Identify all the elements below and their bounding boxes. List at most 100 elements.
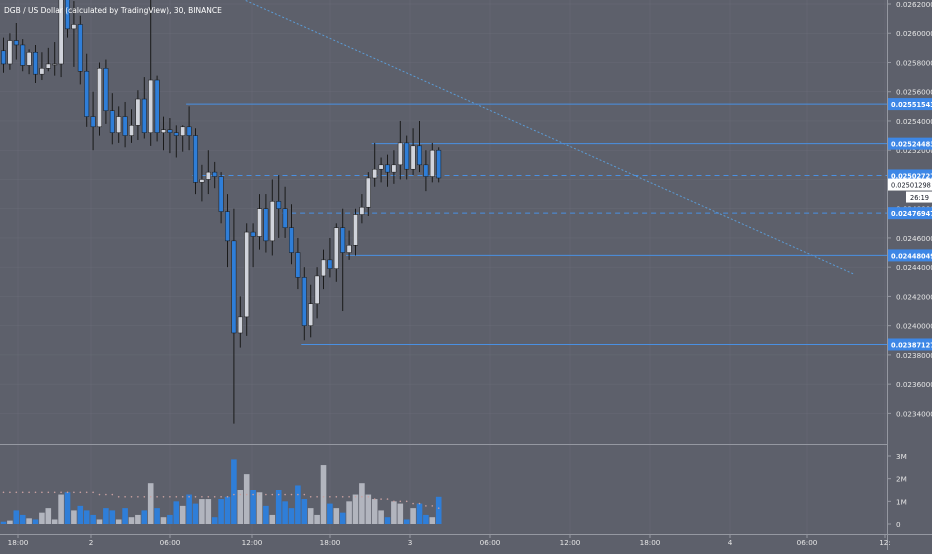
price-axis-labels[interactable]: 0.02551543 0.02524483 0.02502727 0.02476947… (888, 98, 932, 351)
volume-ma-point-18 (117, 496, 120, 498)
candle-body-61 (391, 164, 397, 173)
volume-bar-5 (32, 519, 39, 524)
last-price-label: 0.02501298 26:19 (888, 178, 932, 203)
candle-12 (77, 15, 83, 85)
candle-8 (52, 42, 58, 76)
candle-27 (173, 125, 179, 158)
volume-bar-35 (224, 496, 231, 524)
candle-body-19 (122, 116, 128, 136)
candle-body-56 (359, 206, 365, 215)
volume-ma-point-40 (258, 493, 261, 496)
volume-ma-point-33 (213, 496, 216, 498)
candle-body-13 (84, 71, 90, 117)
candle-body-24 (154, 79, 160, 133)
volume-bar-18 (115, 519, 122, 524)
volume-bar-52 (333, 508, 340, 524)
candle-body-37 (237, 316, 243, 334)
candle-43 (276, 175, 282, 238)
volume-ma-point-8 (53, 491, 56, 494)
candle-56 (359, 194, 365, 224)
candle-64 (410, 128, 416, 176)
symbol-title: DGB / US Dollar (calculated by TradingVi… (4, 6, 222, 15)
candle-body-2 (13, 40, 19, 46)
candle-16 (103, 59, 109, 124)
volume-ma-point-29 (188, 496, 190, 498)
volume-ma-point-54 (348, 496, 350, 498)
candle-49 (314, 267, 320, 319)
volume-ma-point-61 (393, 500, 395, 503)
time-tick-label-7: 12:00 (560, 538, 581, 547)
volume-bar-19 (122, 508, 128, 524)
candle-39 (250, 223, 256, 268)
volume-bar-56 (359, 483, 365, 524)
volume-ma-point-53 (341, 496, 344, 498)
volume-bar-21 (135, 514, 141, 524)
countdown-text: 26:19 (910, 194, 929, 202)
candle-body-15 (97, 68, 102, 128)
candle-body-48 (308, 303, 314, 326)
candle-53 (340, 208, 346, 312)
volume-ma-point-32 (207, 496, 210, 498)
candle-68 (436, 147, 442, 183)
time-tick-label-10: 06:00 (797, 538, 818, 547)
candle-50 (321, 249, 326, 290)
trendline[interactable] (228, 0, 855, 275)
volume-ma-point-23 (149, 496, 152, 498)
candle-body-26 (167, 129, 173, 133)
volume-bar-6 (39, 512, 45, 524)
volume-axis[interactable]: 3M 2M 1M 0 (887, 452, 907, 529)
volume-bar-37 (237, 490, 244, 524)
level-price-label-text-0: 0.02551543 (891, 101, 932, 109)
candle-24 (154, 75, 160, 142)
volume-ma-point-66 (425, 505, 427, 507)
candle-60 (385, 154, 390, 187)
volume-ma-point-0 (2, 491, 5, 494)
volume-ma-point-6 (41, 491, 43, 494)
volume-bar-46 (295, 485, 301, 524)
time-tick-label-0: 18:00 (8, 538, 29, 547)
volume-ma-point-42 (271, 493, 274, 496)
candle-body-66 (423, 164, 429, 177)
volume-ma-point-57 (367, 496, 370, 498)
candle-15 (97, 62, 102, 136)
volume-bar-36 (231, 459, 237, 524)
volume-ma-point-5 (34, 491, 37, 494)
candle-body-7 (45, 63, 51, 69)
level-price-label-text-5: 0.02387127 (891, 341, 932, 349)
volume-ma-point-48 (309, 496, 312, 498)
candle-body-65 (417, 145, 422, 166)
volume-ma-point-22 (143, 496, 146, 498)
level-price-label-bg-2 (888, 169, 932, 182)
candle-1 (7, 33, 13, 70)
volume-ma-point-64 (412, 502, 414, 505)
candle-body-29 (186, 126, 192, 136)
volume-ma-point-26 (169, 496, 171, 498)
level-price-label-1: 0.02524483 (888, 137, 932, 150)
time-tick-label-8: 18:00 (640, 538, 661, 547)
volume-bar-25 (160, 517, 167, 524)
time-tick-label-11: 12: (879, 538, 891, 547)
candle-22 (141, 77, 147, 139)
candle-21 (135, 90, 141, 140)
candle-body-62 (397, 142, 403, 166)
candle-30 (193, 128, 198, 195)
price-tick-label-4: 0.02420000 (896, 292, 932, 301)
candle-body-41 (263, 208, 269, 242)
candle-body-60 (385, 164, 390, 173)
volume-tick-label-3: 0 (896, 520, 901, 529)
candle-body-40 (257, 208, 262, 237)
volume-bar-57 (365, 494, 372, 524)
volume-bar-42 (269, 514, 276, 524)
volume-bar-34 (218, 499, 224, 524)
level-price-label-3: 0.02476947 (888, 207, 932, 220)
volume-ma-point-41 (265, 493, 267, 496)
volume-bar-61 (391, 501, 397, 524)
candle-body-67 (429, 149, 435, 177)
volume-bar-58 (371, 499, 378, 524)
candle-body-17 (109, 110, 115, 133)
horizontal-levels[interactable] (186, 103, 887, 345)
last-price-text: 0.02501298 (891, 182, 931, 190)
time-axis[interactable]: 18:00 2 06:00 12:00 18:00 3 06:00 12:00 18:00 4 06… (8, 534, 891, 547)
price-tick-label-10: 0.02540000 (896, 117, 932, 126)
